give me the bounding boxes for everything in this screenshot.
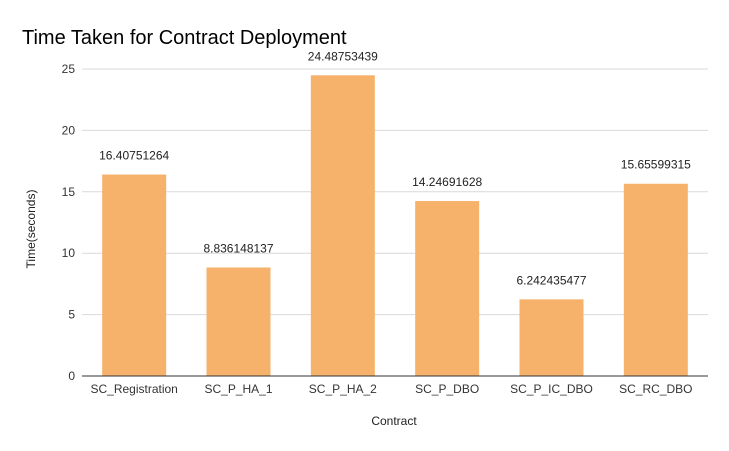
bar (102, 174, 167, 376)
y-tick-label: 5 (68, 308, 75, 322)
bar (206, 267, 271, 376)
data-label: 8.836148137 (203, 241, 273, 255)
data-label: 15.65599315 (621, 158, 691, 172)
y-axis-ticks: 0 5 10 15 20 25 (62, 62, 76, 383)
y-tick-label: 0 (68, 369, 75, 383)
x-tick-label: SC_Registration (90, 382, 177, 396)
bar (519, 299, 584, 376)
x-axis-ticks: SC_Registration SC_P_HA_1 SC_P_HA_2 SC_P_DB… (90, 382, 692, 396)
chart-title: Time Taken for Contract Deployment (22, 27, 347, 49)
x-tick-label: SC_P_HA_1 (204, 382, 272, 396)
y-tick-label: 15 (62, 185, 76, 199)
x-axis-title: Contract (371, 414, 417, 428)
x-tick-label: SC_P_IC_DBO (510, 382, 593, 396)
gridlines (82, 68, 708, 316)
bar (623, 183, 688, 376)
x-tick-label: SC_P_DBO (415, 382, 479, 396)
y-tick-label: 25 (62, 62, 76, 76)
data-label: 16.40751264 (99, 149, 169, 163)
y-tick-label: 10 (62, 246, 76, 260)
x-tick-label: SC_RC_DBO (619, 382, 692, 396)
y-tick-label: 20 (62, 123, 76, 137)
bar (415, 201, 480, 376)
y-axis-title: Time(seconds) (24, 190, 38, 269)
bars: 16.40751264 8.836148137 24.48753439 14.2469… (99, 49, 691, 376)
data-label: 24.48753439 (308, 49, 378, 63)
bar (310, 75, 375, 376)
data-label: 14.24691628 (412, 175, 482, 189)
data-label: 6.242435477 (516, 273, 586, 287)
x-tick-label: SC_P_HA_2 (309, 382, 377, 396)
